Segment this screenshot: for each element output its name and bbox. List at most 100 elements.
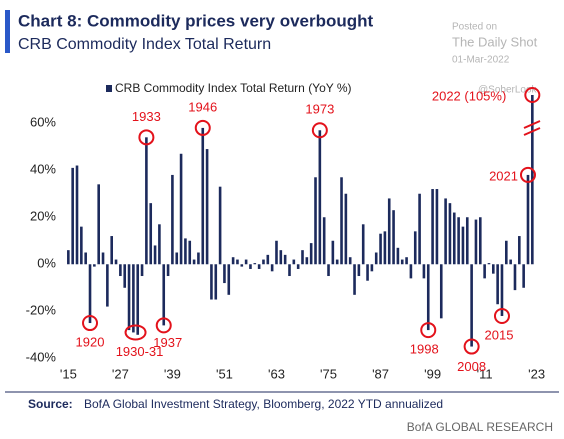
bar [283, 254, 287, 265]
x-tick-label: '51 [216, 366, 233, 381]
bar [505, 240, 508, 265]
bar [119, 264, 122, 277]
bar [75, 165, 79, 265]
bar [357, 264, 361, 277]
bar [84, 252, 87, 265]
annotation-circle [463, 338, 480, 355]
annotation-label: 2015 [485, 327, 514, 342]
bar [93, 264, 96, 267]
bar [262, 259, 265, 265]
bar [88, 264, 92, 324]
bar [379, 233, 382, 265]
bar [491, 264, 495, 274]
annotation-label: 1946 [188, 99, 217, 114]
bar [171, 174, 174, 265]
bars [67, 95, 534, 347]
footer: BofA GLOBAL RESEARCH [407, 420, 553, 434]
bar [197, 252, 200, 265]
annotation: 2022 (105%) [432, 87, 541, 103]
bar [288, 264, 291, 277]
bar [236, 259, 239, 265]
annotation-label: 1937 [153, 335, 182, 350]
bar [205, 149, 209, 265]
bar [405, 257, 408, 265]
bar [522, 264, 525, 288]
annotation-label: 1933 [132, 109, 161, 124]
bar [340, 177, 343, 265]
bar [487, 263, 491, 265]
bar [344, 193, 348, 265]
y-tick-label: 20% [30, 209, 56, 224]
bar [214, 264, 218, 300]
bar [374, 252, 378, 265]
y-tick-label: 40% [30, 162, 56, 177]
bar [184, 238, 187, 265]
annotation-circle [493, 307, 510, 324]
break-line [523, 120, 541, 129]
bar [257, 264, 261, 269]
bar [201, 127, 205, 265]
bar [175, 252, 179, 265]
annotation: 1933 [132, 109, 161, 146]
y-tick-label: -20% [26, 303, 57, 318]
bar [461, 226, 465, 265]
bar [153, 245, 157, 265]
bar [292, 259, 296, 265]
bar [361, 224, 365, 265]
bar [158, 224, 161, 265]
bar [348, 257, 352, 265]
bar [67, 250, 70, 265]
bar [149, 203, 153, 265]
title-accent [5, 10, 10, 53]
bar [526, 174, 530, 265]
bar [327, 264, 330, 277]
y-tick-label: 60% [30, 115, 56, 130]
bar [223, 264, 226, 284]
bar [513, 264, 517, 291]
x-tick-label: '11 [477, 366, 493, 381]
bar [179, 153, 183, 265]
bar [218, 186, 222, 265]
bar [413, 231, 417, 265]
bar [418, 193, 421, 265]
bar [301, 250, 304, 265]
bar [370, 264, 374, 272]
bar [309, 243, 313, 265]
bar [227, 264, 231, 295]
bar [452, 212, 456, 265]
bar [166, 264, 170, 277]
bar [500, 264, 504, 316]
bar [409, 264, 413, 279]
y-tick-label: 0% [37, 256, 56, 271]
bar [266, 254, 270, 265]
annotation-label: 1973 [305, 102, 334, 117]
source-text: BofA Global Investment Strategy, Bloombe… [84, 397, 443, 411]
bar [101, 252, 105, 265]
bar [192, 259, 196, 265]
annotation-label: 2008 [457, 359, 486, 374]
bar [127, 264, 131, 331]
bar [162, 264, 166, 326]
source-label: Source: [28, 397, 73, 411]
annotation-label: 1998 [410, 342, 439, 357]
bar [296, 264, 300, 269]
watermark-text: The Daily Shot [452, 34, 538, 49]
annotation-label: 2022 (105%) [432, 88, 506, 103]
watermark-text: @SoberLook [478, 85, 538, 96]
bar [97, 184, 100, 265]
annotation-label: 1930-31 [116, 344, 164, 359]
annotation-circle [124, 324, 147, 341]
annotation: 2008 [457, 338, 486, 374]
bar [110, 236, 114, 265]
bar [366, 264, 369, 281]
bar [279, 250, 283, 265]
annotation: 1946 [188, 99, 217, 136]
legend-swatch [106, 85, 112, 92]
bar [444, 198, 447, 265]
watermark-text: Posted on [452, 22, 497, 33]
annotation: 1920 [76, 315, 104, 349]
bar [318, 130, 322, 265]
annotation: 1937 [153, 317, 182, 350]
bar [431, 189, 434, 265]
